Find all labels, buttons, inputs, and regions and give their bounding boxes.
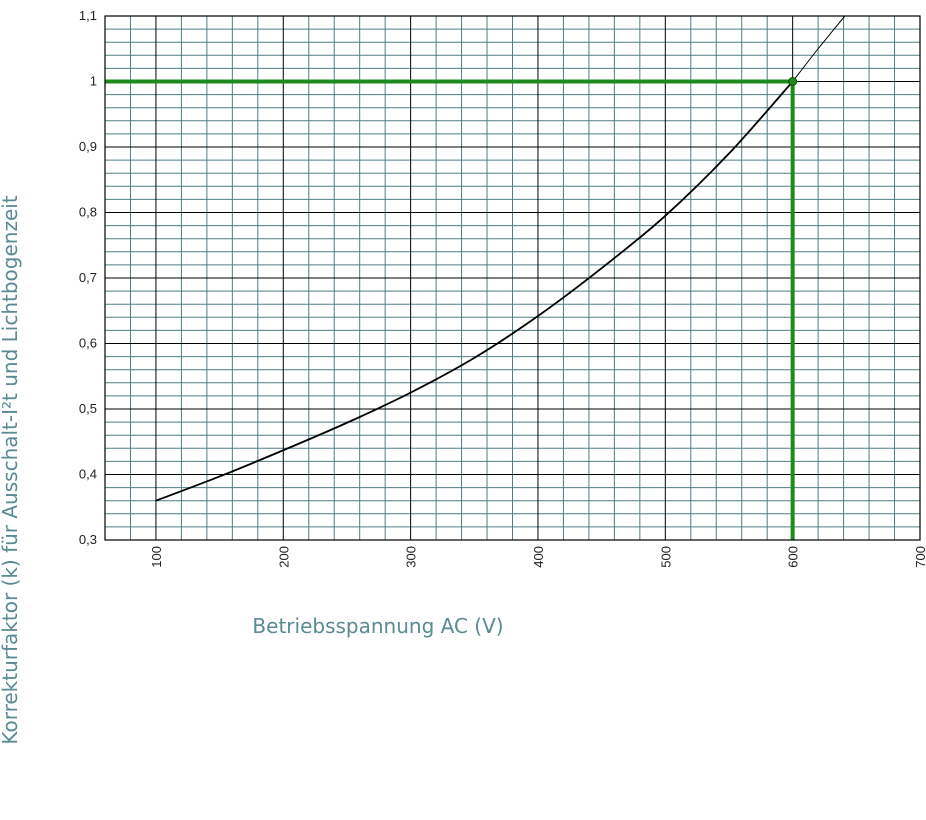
series-layer [155,15,846,502]
y-tick-label: 0,3 [79,532,97,547]
series-line-2 [792,15,846,82]
x-tick-label: 500 [658,546,673,568]
major-grid [105,16,920,540]
x-axis-title: Betriebsspannung AC (V) [252,614,503,638]
x-tick-label: 700 [913,546,926,568]
x-tick-labels: 100 200 300 400 500 600 700 [149,546,926,568]
x-tick-label: 600 [786,546,801,568]
y-tick-label: 1,1 [79,8,97,23]
reference-lines [105,77,798,540]
x-tick-label: 100 [149,546,164,568]
x-tick-label: 400 [531,546,546,568]
y-axis-title: Korrekturfaktor (k) für Ausschalt-I²t un… [0,195,22,744]
x-tick-label: 300 [404,546,419,568]
y-tick-labels: 0,3 0,4 0,5 0,6 0,7 0,8 0,9 1 1,1 [79,8,97,547]
y-tick-label: 0,6 [79,336,97,351]
y-tick-label: 0,4 [79,467,97,482]
y-tick-label: 0,5 [79,401,97,416]
series-line-1 [155,80,794,502]
y-tick-label: 0,7 [79,270,97,285]
x-tick-label: 200 [276,546,291,568]
plot-frame [104,15,921,541]
reference-point [788,77,798,86]
y-tick-label: 1 [90,74,97,89]
y-tick-label: 0,9 [79,139,97,154]
y-tick-label: 0,8 [79,205,97,220]
